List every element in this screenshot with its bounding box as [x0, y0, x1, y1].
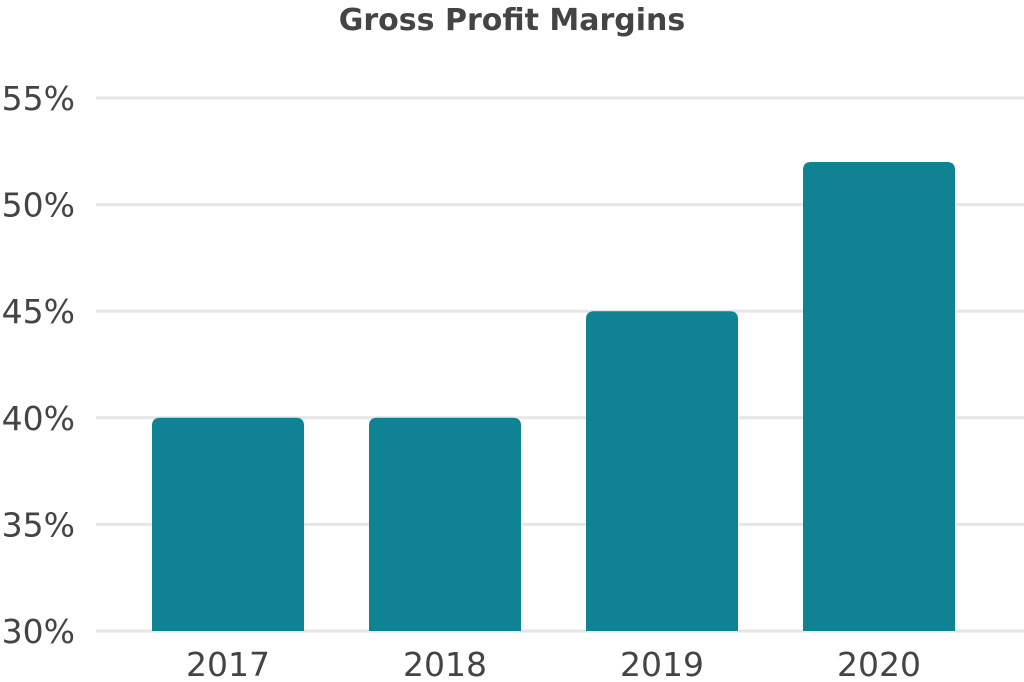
x-tick-label: 2018 [403, 645, 487, 682]
y-tick-label: 45% [2, 292, 75, 331]
bar-2017 [152, 417, 304, 631]
y-axis-ticks: 30% 35% 40% 45% 50% 55% [2, 79, 75, 651]
chart-title: Gross Profit Margins [339, 3, 685, 38]
bar-2019 [586, 311, 738, 631]
bar-2020 [803, 161, 955, 631]
y-tick-label: 55% [2, 79, 75, 118]
x-axis-ticks: 2017 2018 2019 2020 [186, 645, 921, 682]
bar-2018 [369, 417, 521, 631]
bars [152, 161, 955, 631]
x-tick-label: 2020 [837, 645, 921, 682]
x-tick-label: 2017 [186, 645, 270, 682]
y-tick-label: 30% [2, 612, 75, 651]
y-tick-label: 35% [2, 505, 75, 544]
y-tick-label: 40% [2, 399, 75, 438]
y-tick-label: 50% [2, 186, 75, 225]
x-tick-label: 2019 [620, 645, 704, 682]
